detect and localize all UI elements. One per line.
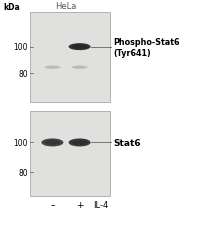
Text: 100: 100 — [14, 43, 28, 52]
Text: kDa: kDa — [3, 3, 20, 12]
Ellipse shape — [44, 66, 60, 70]
Text: (Tyr641): (Tyr641) — [113, 48, 151, 57]
Ellipse shape — [47, 67, 58, 69]
Ellipse shape — [74, 67, 85, 69]
Ellipse shape — [72, 141, 87, 145]
Ellipse shape — [45, 141, 60, 145]
Text: IL-4: IL-4 — [94, 200, 109, 209]
Text: Stat6: Stat6 — [113, 138, 141, 147]
Text: +: + — [76, 200, 83, 209]
Ellipse shape — [69, 139, 91, 147]
Text: Phospho-Stat6: Phospho-Stat6 — [113, 37, 179, 47]
Text: 80: 80 — [18, 168, 28, 177]
Ellipse shape — [72, 45, 87, 49]
Ellipse shape — [69, 44, 91, 51]
Bar — [30, 13, 110, 103]
Text: 80: 80 — [18, 69, 28, 78]
Text: HeLa: HeLa — [55, 2, 77, 11]
Text: 100: 100 — [14, 138, 28, 147]
Ellipse shape — [72, 66, 88, 70]
Bar — [30, 111, 110, 196]
Ellipse shape — [41, 139, 63, 147]
Text: –: – — [50, 200, 55, 209]
